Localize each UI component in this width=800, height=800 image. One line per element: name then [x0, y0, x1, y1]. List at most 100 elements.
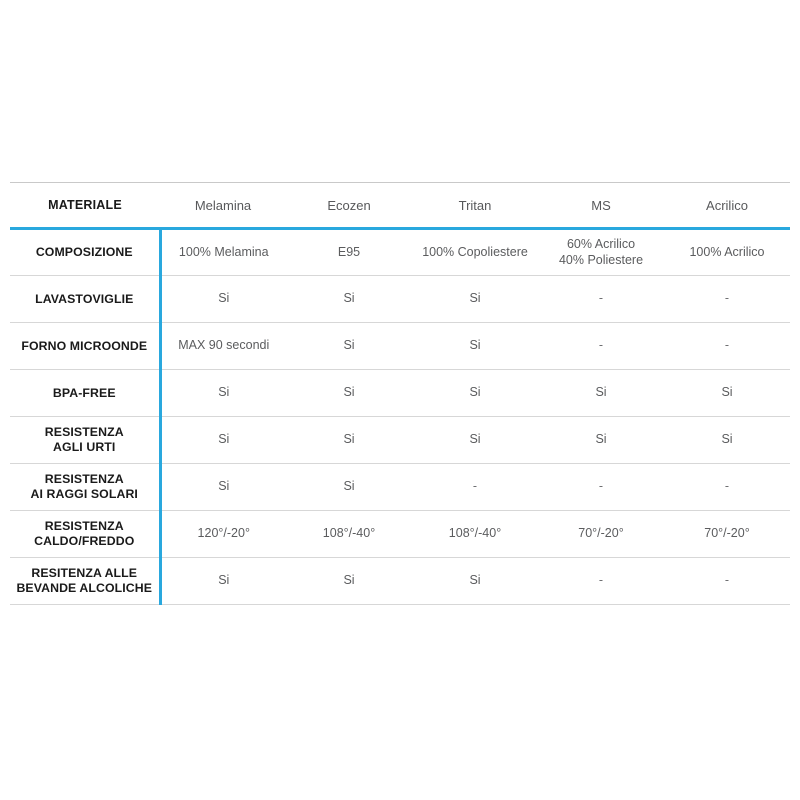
column-header-materiale: MATERIALE — [10, 182, 160, 230]
row-label-line: FORNO MICROONDE — [21, 338, 148, 353]
row-label: RESISTENZA AI RAGGI SOLARI — [10, 463, 162, 511]
cell-value-line: - — [598, 291, 604, 306]
table-header: MATERIALE Melamina Ecozen Tritan MS Acri… — [10, 182, 790, 230]
table-cell: 100% Melamina — [160, 228, 286, 276]
row-label: COMPOSIZIONE — [10, 228, 162, 276]
cell-value-line: 100% Acrilico — [689, 244, 765, 259]
table-cell: 70°/-20° — [538, 510, 664, 558]
row-label-line: RESITENZA ALLE — [31, 566, 138, 580]
cell-value-line: MAX 90 secondi — [178, 338, 270, 353]
cell-value-line: Si — [469, 432, 481, 447]
row-label-line: BEVANDE ALCOLICHE — [16, 581, 153, 595]
row-label: LAVASTOVIGLIE — [10, 275, 162, 323]
row-label-line: CALDO/FREDDO — [34, 534, 135, 548]
cell-value-line: - — [598, 573, 604, 588]
table-cell: Si — [538, 416, 664, 464]
table-cell: Si — [412, 369, 538, 417]
row-label-line: AGLI URTI — [53, 440, 116, 454]
cell-value-line: - — [598, 479, 604, 494]
table-cell: Si — [160, 463, 286, 511]
cell-value-line: Si — [218, 479, 230, 494]
table-cell: - — [538, 463, 664, 511]
table-cell: E95 — [286, 228, 412, 276]
cell-value-line: Si — [218, 573, 230, 588]
table-row: LAVASTOVIGLIE Si Si Si - - — [10, 275, 790, 323]
cell-value-line: Si — [343, 338, 355, 353]
cell-value-line: Si — [343, 432, 355, 447]
table-cell: Si — [412, 322, 538, 370]
table-cell: - — [412, 463, 538, 511]
table-cell: - — [664, 322, 790, 370]
cell-value-line: - — [472, 479, 478, 494]
cell-value-line: 108°/-40° — [448, 526, 502, 541]
material-comparison-table: MATERIALE Melamina Ecozen Tritan MS Acri… — [10, 182, 790, 605]
table-cell: 100% Copoliestere — [412, 228, 538, 276]
table-cell: 60% Acrilico 40% Poliestere — [538, 228, 664, 276]
table-cell: Si — [286, 369, 412, 417]
column-header-ecozen: Ecozen — [286, 182, 412, 230]
cell-value-line: 70°/-20° — [704, 526, 750, 541]
table-row: FORNO MICROONDE MAX 90 secondi Si Si - - — [10, 322, 790, 370]
cell-value-line: Si — [218, 385, 230, 400]
row-label-line: AI RAGGI SOLARI — [30, 487, 138, 501]
table-cell: 70°/-20° — [664, 510, 790, 558]
cell-value-line: Si — [343, 479, 355, 494]
table-cell: Si — [286, 275, 412, 323]
table-cell: - — [664, 275, 790, 323]
table-cell: Si — [412, 275, 538, 323]
cell-value-line: 60% Acrilico — [566, 237, 636, 252]
table-cell: Si — [538, 369, 664, 417]
row-label-line: RESISTENZA — [44, 472, 124, 486]
table-cell: Si — [160, 369, 286, 417]
table-row: RESISTENZA CALDO/FREDDO 120°/-20° 108°/-40°… — [10, 510, 790, 558]
cell-value-line: Si — [721, 385, 733, 400]
table-row: RESISTENZA AI RAGGI SOLARI Si Si - - - — [10, 463, 790, 511]
cell-value-line: 40% Poliestere — [558, 252, 644, 267]
table-cell: 108°/-40° — [286, 510, 412, 558]
cell-value-line: Si — [343, 573, 355, 588]
cell-value-line: Si — [343, 385, 355, 400]
column-header-melamina: Melamina — [160, 182, 286, 230]
row-label-line: RESISTENZA — [44, 519, 124, 533]
cell-value-line: 120°/-20° — [197, 526, 250, 541]
table-cell: 100% Acrilico — [664, 228, 790, 276]
row-label-line: BPA-FREE — [52, 385, 116, 400]
row-label: RESITENZA ALLE BEVANDE ALCOLICHE — [10, 557, 162, 605]
row-label: BPA-FREE — [10, 369, 162, 417]
cell-value-line: Si — [721, 432, 733, 447]
table-cell: 120°/-20° — [160, 510, 286, 558]
table-cell: Si — [664, 369, 790, 417]
column-header-ms: MS — [538, 182, 664, 230]
table-cell: Si — [286, 416, 412, 464]
table-cell: Si — [412, 557, 538, 605]
table-cell: Si — [160, 416, 286, 464]
table-row: RESISTENZA AGLI URTI Si Si Si Si Si — [10, 416, 790, 464]
cell-value-line: Si — [469, 338, 481, 353]
table-cell: Si — [664, 416, 790, 464]
cell-value-line: - — [724, 291, 730, 306]
column-header-acrilico: Acrilico — [664, 182, 790, 230]
table-cell: - — [538, 275, 664, 323]
row-label-line: COMPOSIZIONE — [35, 245, 133, 259]
table-cell: Si — [286, 557, 412, 605]
table-cell: Si — [286, 463, 412, 511]
cell-value-line: Si — [218, 432, 230, 447]
row-label-line: RESISTENZA — [44, 425, 124, 439]
row-label: RESISTENZA AGLI URTI — [10, 416, 162, 464]
cell-value-line: 100% Copoliestere — [422, 244, 528, 259]
table-row: COMPOSIZIONE 100% Melamina E95 100% Copolie… — [10, 228, 790, 276]
row-label: RESISTENZA CALDO/FREDDO — [10, 510, 162, 558]
cell-value-line: Si — [595, 432, 607, 447]
cell-value-line: - — [724, 479, 730, 494]
cell-value-line: Si — [469, 291, 481, 306]
cell-value-line: 108°/-40° — [322, 526, 376, 541]
header-row: MATERIALE Melamina Ecozen Tritan MS Acri… — [10, 182, 790, 230]
cell-value-line: Si — [218, 291, 230, 306]
table-cell: - — [664, 463, 790, 511]
table-cell: 108°/-40° — [412, 510, 538, 558]
table-cell: Si — [286, 322, 412, 370]
table-body: COMPOSIZIONE 100% Melamina E95 100% Copolie… — [10, 228, 790, 605]
cell-value-line: 70°/-20° — [578, 526, 624, 541]
table-cell: Si — [160, 275, 286, 323]
